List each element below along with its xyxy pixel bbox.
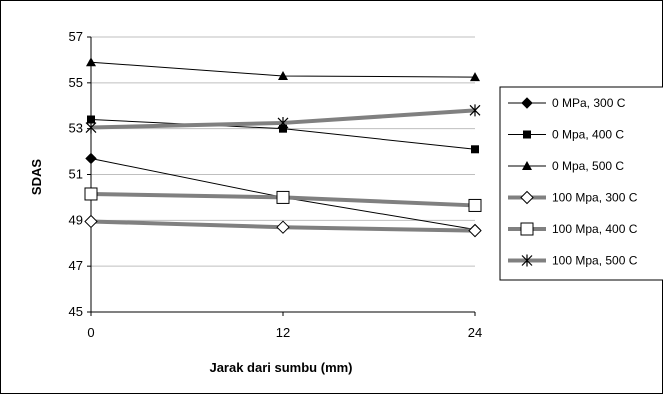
x-axis-label: Jarak dari sumbu (mm) bbox=[209, 360, 352, 375]
legend-box bbox=[499, 86, 663, 281]
y-tick-label: 51 bbox=[69, 167, 83, 182]
data-point-square-open bbox=[84, 187, 98, 201]
data-point-star bbox=[521, 254, 533, 267]
gridlines bbox=[91, 36, 475, 267]
legend-item: 100 Mpa, 500 C bbox=[508, 254, 638, 268]
data-point-square-filled bbox=[523, 130, 531, 139]
data-point-diamond-open bbox=[276, 220, 290, 234]
data-point-square-open bbox=[276, 190, 290, 204]
series-5 bbox=[84, 187, 482, 212]
x-tick-label: 12 bbox=[276, 325, 290, 340]
data-point-star bbox=[277, 116, 289, 129]
data-point-square-filled bbox=[471, 145, 479, 154]
legend-label: 0 Mpa, 400 C bbox=[552, 128, 624, 142]
legend-item: 0 Mpa, 500 C bbox=[508, 159, 624, 173]
legend: 0 MPa, 300 C 0 Mpa, 400 C 0 Mpa, 500 C 100 … bbox=[499, 86, 663, 281]
series-layer bbox=[84, 57, 482, 238]
legend-label: 100 Mpa, 500 C bbox=[552, 254, 638, 268]
legend-label: 100 Mpa, 400 C bbox=[552, 222, 638, 236]
data-point-triangle-filled bbox=[86, 57, 96, 67]
y-tick-label: 45 bbox=[69, 304, 83, 319]
legend-label: 0 MPa, 300 C bbox=[552, 96, 626, 110]
legend-item: 0 MPa, 300 C bbox=[508, 96, 626, 110]
x-tick-label: 24 bbox=[468, 325, 482, 340]
legend-label: 0 Mpa, 500 C bbox=[552, 159, 624, 173]
x-tick-labels: 0 12 24 bbox=[87, 325, 482, 340]
data-point-triangle-filled bbox=[278, 70, 288, 80]
data-point-diamond-open bbox=[520, 190, 534, 205]
data-point-square-open bbox=[520, 222, 534, 236]
data-point-diamond-open bbox=[84, 214, 98, 229]
data-point-square-open bbox=[468, 198, 482, 212]
data-point-triangle-filled bbox=[522, 161, 532, 170]
y-tick-label: 57 bbox=[69, 29, 83, 44]
series-6 bbox=[85, 104, 481, 134]
axes bbox=[87, 36, 476, 316]
data-point-diamond-open bbox=[468, 223, 482, 238]
legend-item: 100 Mpa, 400 C bbox=[508, 222, 638, 236]
legend-item: 0 Mpa, 400 C bbox=[508, 128, 624, 142]
data-point-diamond-filled bbox=[521, 97, 533, 109]
data-point-square-filled bbox=[87, 115, 95, 124]
y-tick-label: 49 bbox=[69, 212, 83, 227]
data-point-star bbox=[469, 104, 481, 117]
y-tick-label: 55 bbox=[69, 75, 83, 90]
series-4 bbox=[84, 214, 482, 238]
legend-item: 100 Mpa, 300 C bbox=[508, 191, 638, 205]
y-tick-label: 47 bbox=[69, 258, 83, 273]
data-point-diamond-filled bbox=[85, 152, 97, 165]
data-point-triangle-filled bbox=[470, 72, 480, 82]
y-axis-label: SDAS bbox=[29, 159, 44, 195]
x-tick-label: 0 bbox=[87, 325, 94, 340]
data-point-star bbox=[85, 121, 97, 134]
y-tick-labels: 45 47 49 51 53 55 57 bbox=[69, 29, 83, 319]
y-tick-label: 53 bbox=[69, 121, 83, 136]
series-3 bbox=[86, 57, 480, 82]
legend-label: 100 Mpa, 300 C bbox=[552, 191, 638, 205]
